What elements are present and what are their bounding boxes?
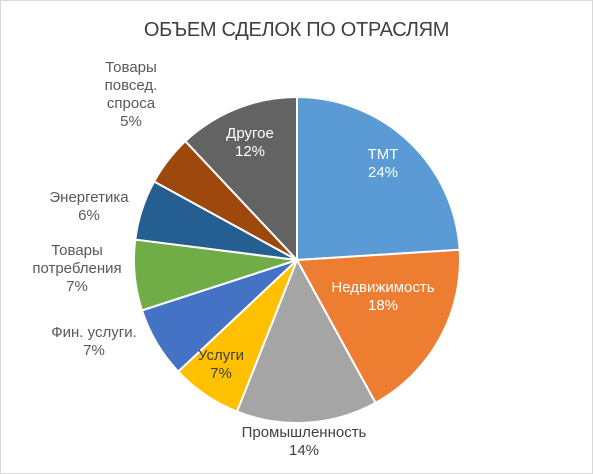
slice-value-label: 7% xyxy=(83,342,105,359)
slice-category-label: Фин. услуги. xyxy=(51,324,137,341)
slice-category-label: ТМТ xyxy=(368,146,399,163)
pie-slice-2 xyxy=(295,248,462,405)
slice-category-label: Другое xyxy=(226,125,274,142)
slice-category-label: спроса xyxy=(107,95,156,112)
slice-category-label: Недвижимость xyxy=(331,279,434,296)
pie-slice-1 xyxy=(296,95,461,262)
chart-title: ОБЪЕМ СДЕЛОК ПО ОТРАСЛЯМ xyxy=(143,19,450,41)
slice-value-label: 6% xyxy=(78,207,100,224)
slice-category-label: Услуги xyxy=(198,347,244,364)
slice-value-label: 7% xyxy=(210,365,232,382)
slice-category-label: Промышленность xyxy=(242,424,367,441)
slice-category-label: Товары xyxy=(51,242,103,259)
slice-value-label: 18% xyxy=(368,297,398,314)
slice-value-label: 7% xyxy=(66,278,88,295)
pie-slice-9 xyxy=(184,95,298,263)
slice-label-group-5: Фин. услуги.7% xyxy=(51,324,137,359)
slice-value-label: 14% xyxy=(289,442,319,459)
slice-value-label: 5% xyxy=(120,113,142,130)
pie-slice-3 xyxy=(235,257,377,424)
slice-category-label: потребления xyxy=(32,260,121,277)
slice-category-label: повсед. xyxy=(105,77,158,94)
slice-category-label: Товары xyxy=(105,59,157,76)
slice-value-label: 24% xyxy=(368,164,398,181)
slice-value-label: 12% xyxy=(235,143,265,160)
slice-category-label: Энергетика xyxy=(49,189,129,206)
